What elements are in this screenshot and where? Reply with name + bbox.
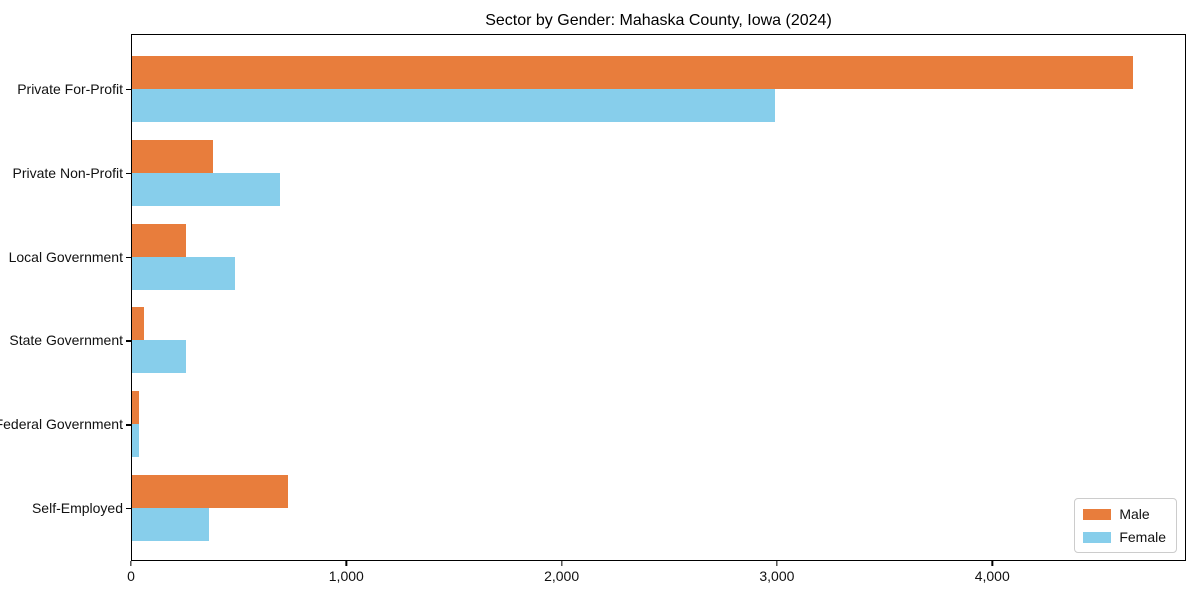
male-legend-swatch: [1083, 508, 1112, 520]
y-axis-label: Local Government: [8, 248, 123, 265]
y-tick-mark: [126, 508, 131, 510]
y-tick-mark: [126, 172, 131, 175]
x-tick-mark: [776, 561, 778, 566]
bar-group: Federal Government: [0, 382, 1185, 466]
x-tick-label: 3,000: [759, 568, 795, 584]
bar-group: Self-Employed: [32, 466, 1185, 550]
female-bar: [132, 172, 280, 206]
legend-label: Female: [1119, 529, 1166, 545]
x-tick-mark: [991, 561, 993, 566]
legend: Male Female: [1074, 498, 1177, 553]
y-tick-mark: [126, 340, 131, 342]
y-axis-label: Private Non-Profit: [12, 164, 123, 181]
female-bar: [132, 424, 139, 458]
x-tick-label: 1,000: [328, 568, 364, 584]
legend-label: Male: [1119, 506, 1150, 522]
y-axis-label: Self-Employed: [31, 500, 123, 517]
y-axis-label: Federal Government: [0, 416, 123, 433]
female-bar: [132, 88, 775, 122]
bar-group: Local Government: [9, 215, 1185, 299]
female-bar: [132, 256, 236, 290]
female-bar: [132, 508, 210, 542]
male-bar: [132, 475, 289, 509]
y-tick-mark: [126, 424, 131, 426]
y-axis-label: State Government: [9, 332, 123, 349]
legend-entry: Male: [1083, 506, 1166, 522]
plot-area: Private For-Profit Private Non-Profit Loca…: [0, 34, 1186, 561]
male-bar: [132, 391, 140, 425]
x-tick-label: 0: [127, 568, 135, 584]
male-bar: [132, 307, 145, 341]
legend-entry: Female: [1083, 529, 1166, 545]
bar-rows: Private For-Profit Private Non-Profit Loca…: [0, 35, 1185, 560]
female-bar: [132, 340, 186, 374]
x-tick-label: 2,000: [544, 568, 580, 584]
male-bar: [132, 139, 213, 173]
x-tick-label: 4,000: [974, 568, 1010, 584]
male-bar: [132, 55, 1134, 89]
y-tick-mark: [126, 88, 131, 91]
male-bar: [132, 223, 186, 257]
bar-group: Private For-Profit: [17, 47, 1185, 131]
x-axis: 0 1,000 2,000 3,000 4,000: [127, 561, 1186, 595]
x-tick-mark: [560, 561, 563, 566]
female-legend-swatch: [1083, 531, 1112, 543]
x-tick-mark: [345, 561, 347, 566]
x-tick-mark: [130, 561, 132, 566]
y-tick-mark: [126, 256, 131, 258]
bar-group: Private Non-Profit: [13, 131, 1185, 215]
chart-title: Sector by Gender: Mahaska County, Iowa (…: [485, 12, 832, 29]
bar-group: State Government: [9, 298, 1185, 382]
y-axis-label: Private For-Profit: [17, 80, 123, 97]
